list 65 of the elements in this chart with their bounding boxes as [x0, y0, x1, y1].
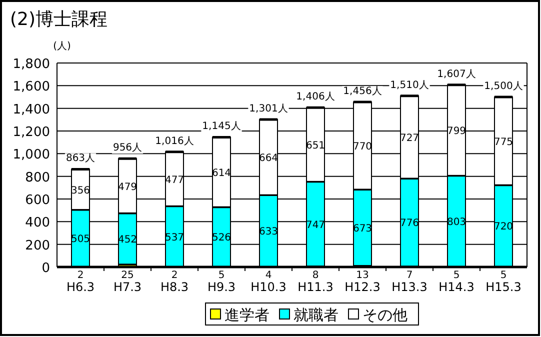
x-tick-label: H14.3 [438, 280, 474, 294]
data-label: 13 [356, 270, 369, 281]
data-label: 505 [70, 234, 90, 246]
total-label: 1,500人 [484, 81, 523, 92]
data-label: 614 [212, 168, 232, 180]
total-label: 1,301人 [249, 104, 288, 115]
legend-label: 進学者 [224, 306, 270, 324]
x-tick-label: H6.3 [66, 280, 95, 294]
data-label: 356 [70, 185, 90, 196]
y-tick-label: 1,800 [12, 57, 50, 72]
total-label: 863人 [66, 153, 96, 164]
y-tick-label: 1,200 [12, 125, 50, 140]
x-tick-label: H13.3 [392, 280, 428, 294]
data-label: 2 [171, 270, 178, 281]
x-tick-label: H15.3 [486, 280, 522, 294]
data-label: 747 [306, 220, 326, 231]
chart-title: (2)博士課程 [10, 9, 108, 30]
data-label: 4 [265, 270, 272, 281]
x-tick-label: H8.3 [160, 280, 189, 294]
data-label: 664 [258, 153, 278, 164]
data-label: 25 [121, 270, 134, 281]
total-label: 1,145人 [202, 121, 241, 132]
total-label: 1,406人 [296, 92, 335, 103]
legend-label: 就職者 [294, 306, 338, 324]
data-label: 633 [258, 226, 278, 238]
y-tick-label: 200 [25, 238, 50, 254]
y-axis-title: (人) [53, 41, 71, 52]
data-label: 727 [400, 133, 420, 144]
x-tick-label: H9.3 [207, 280, 236, 294]
y-tick-label: 1,400 [12, 102, 50, 118]
total-label: 1,510人 [390, 80, 429, 91]
y-tick-label: 0 [42, 261, 50, 276]
data-label: 799 [446, 126, 466, 138]
data-label: 5 [453, 270, 460, 281]
data-label: 770 [352, 142, 372, 153]
y-tick-label: 1,000 [12, 148, 50, 163]
data-label: 803 [446, 216, 466, 228]
data-label: 5 [218, 270, 225, 281]
data-label: 537 [164, 232, 184, 244]
data-label: 673 [352, 223, 372, 234]
data-label: 479 [118, 182, 138, 193]
data-label: 8 [312, 270, 319, 281]
data-label: 526 [212, 232, 232, 244]
data-label: 720 [494, 222, 514, 233]
data-label: 7 [406, 270, 413, 281]
legend-label: その他 [362, 306, 408, 324]
data-label: 2 [77, 270, 84, 281]
data-label: 776 [400, 218, 420, 230]
x-tick-label: H11.3 [298, 280, 334, 294]
data-label: 5 [500, 270, 507, 281]
total-label: 1,607人 [437, 68, 476, 80]
total-label: 1,456人 [343, 86, 382, 97]
data-label: 452 [118, 234, 138, 246]
data-label: 775 [494, 136, 514, 148]
y-tick-label: 800 [25, 170, 50, 186]
total-label: 1,016人 [155, 136, 194, 147]
y-tick-label: 400 [25, 216, 50, 231]
data-label: 651 [306, 140, 326, 152]
x-tick-label: H12.3 [344, 280, 380, 294]
y-tick-label: 1,600 [12, 80, 50, 95]
total-label: 956人 [112, 142, 142, 154]
y-tick-label: 600 [25, 193, 50, 208]
x-tick-label: H7.3 [113, 280, 142, 294]
x-tick-label: H10.3 [250, 280, 286, 294]
data-label: 477 [164, 174, 184, 186]
